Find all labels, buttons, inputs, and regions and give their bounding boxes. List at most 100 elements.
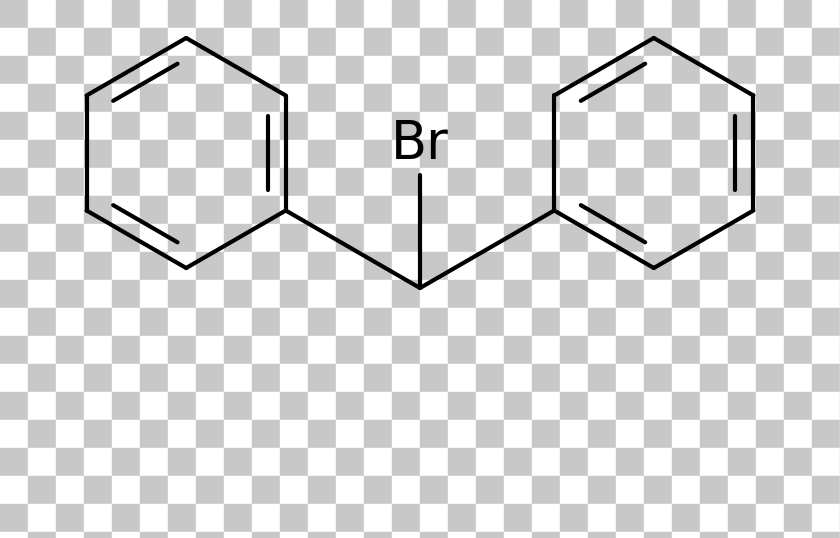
Bar xyxy=(476,364,504,392)
Bar xyxy=(28,476,56,504)
Bar xyxy=(616,224,644,252)
Bar xyxy=(476,448,504,476)
Bar xyxy=(252,448,280,476)
Bar xyxy=(784,420,812,448)
Bar xyxy=(28,28,56,56)
Bar xyxy=(504,28,532,56)
Bar xyxy=(616,448,644,476)
Bar xyxy=(672,336,700,364)
Bar xyxy=(392,112,420,140)
Bar xyxy=(0,84,28,112)
Bar xyxy=(504,140,532,168)
Bar xyxy=(56,224,84,252)
Bar xyxy=(28,84,56,112)
Bar xyxy=(420,532,448,538)
Bar xyxy=(112,168,140,196)
Bar xyxy=(280,140,308,168)
Bar xyxy=(588,252,616,280)
Bar xyxy=(0,392,28,420)
Bar xyxy=(700,280,728,308)
Bar xyxy=(588,168,616,196)
Bar xyxy=(252,0,280,28)
Bar xyxy=(392,476,420,504)
Bar xyxy=(84,504,112,532)
Bar xyxy=(616,280,644,308)
Bar xyxy=(112,0,140,28)
Bar xyxy=(616,364,644,392)
Bar xyxy=(308,112,336,140)
Bar xyxy=(140,392,168,420)
Bar xyxy=(756,420,784,448)
Bar xyxy=(532,336,560,364)
Bar xyxy=(196,308,224,336)
Bar xyxy=(616,532,644,538)
Bar xyxy=(448,224,476,252)
Bar xyxy=(84,168,112,196)
Bar xyxy=(700,336,728,364)
Bar xyxy=(560,504,588,532)
Bar xyxy=(196,532,224,538)
Bar xyxy=(700,28,728,56)
Bar xyxy=(0,28,28,56)
Bar xyxy=(364,140,392,168)
Bar xyxy=(364,420,392,448)
Bar xyxy=(420,252,448,280)
Bar xyxy=(308,308,336,336)
Bar xyxy=(672,532,700,538)
Bar xyxy=(504,364,532,392)
Bar xyxy=(364,280,392,308)
Bar xyxy=(224,336,252,364)
Bar xyxy=(224,0,252,28)
Bar xyxy=(140,196,168,224)
Bar xyxy=(700,112,728,140)
Bar xyxy=(196,224,224,252)
Bar xyxy=(336,252,364,280)
Bar xyxy=(84,0,112,28)
Bar xyxy=(672,224,700,252)
Bar xyxy=(392,364,420,392)
Bar xyxy=(448,168,476,196)
Bar xyxy=(308,420,336,448)
Bar xyxy=(252,420,280,448)
Bar xyxy=(28,504,56,532)
Bar xyxy=(728,476,756,504)
Bar xyxy=(560,392,588,420)
Bar xyxy=(420,504,448,532)
Bar xyxy=(784,112,812,140)
Bar xyxy=(56,532,84,538)
Bar xyxy=(280,196,308,224)
Bar xyxy=(84,28,112,56)
Bar xyxy=(56,252,84,280)
Bar xyxy=(532,392,560,420)
Bar xyxy=(644,448,672,476)
Bar xyxy=(560,112,588,140)
Bar xyxy=(140,224,168,252)
Bar xyxy=(532,504,560,532)
Bar xyxy=(112,532,140,538)
Bar xyxy=(84,280,112,308)
Bar xyxy=(616,196,644,224)
Bar xyxy=(700,308,728,336)
Bar xyxy=(420,56,448,84)
Bar xyxy=(448,476,476,504)
Bar xyxy=(140,84,168,112)
Bar xyxy=(728,252,756,280)
Bar xyxy=(392,140,420,168)
Bar xyxy=(616,168,644,196)
Bar xyxy=(532,0,560,28)
Bar xyxy=(672,280,700,308)
Bar xyxy=(756,364,784,392)
Bar xyxy=(616,420,644,448)
Bar xyxy=(224,308,252,336)
Bar xyxy=(560,280,588,308)
Bar xyxy=(112,112,140,140)
Bar xyxy=(812,420,840,448)
Bar xyxy=(84,448,112,476)
Bar xyxy=(28,392,56,420)
Bar xyxy=(420,448,448,476)
Bar xyxy=(336,84,364,112)
Bar xyxy=(532,56,560,84)
Bar xyxy=(56,196,84,224)
Bar xyxy=(224,224,252,252)
Bar xyxy=(616,504,644,532)
